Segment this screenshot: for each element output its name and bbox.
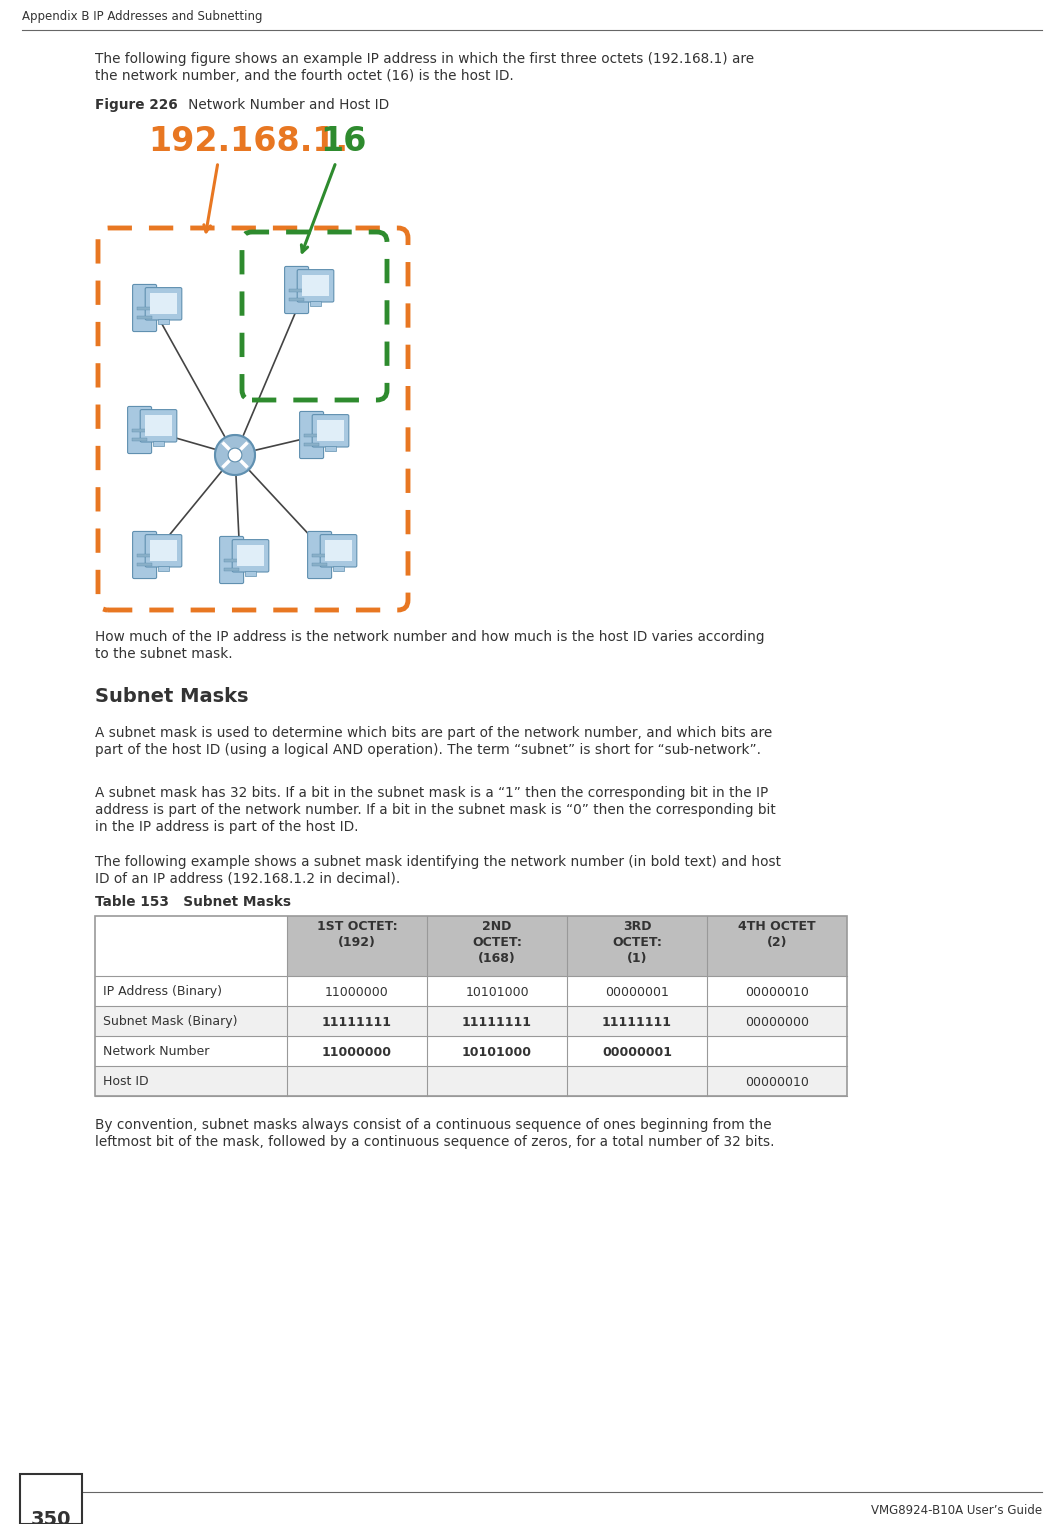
FancyBboxPatch shape [302, 276, 329, 296]
Text: Subnet Masks: Subnet Masks [95, 687, 249, 706]
FancyBboxPatch shape [312, 562, 327, 565]
FancyBboxPatch shape [304, 443, 319, 447]
FancyBboxPatch shape [225, 559, 239, 562]
Text: Network Number: Network Number [103, 1045, 210, 1058]
Text: VMG8924-B10A User’s Guide: VMG8924-B10A User’s Guide [870, 1504, 1042, 1516]
Text: Network Number and Host ID: Network Number and Host ID [174, 98, 389, 111]
Text: Subnet Mask (Binary): Subnet Mask (Binary) [103, 1015, 237, 1029]
FancyBboxPatch shape [95, 1065, 847, 1096]
Text: 4TH OCTET
(2): 4TH OCTET (2) [738, 920, 816, 949]
Text: the network number, and the fourth octet (16) is the host ID.: the network number, and the fourth octet… [95, 69, 514, 82]
FancyBboxPatch shape [312, 415, 349, 447]
Text: 00000001: 00000001 [605, 986, 669, 998]
FancyBboxPatch shape [95, 975, 847, 1006]
Text: 11111111: 11111111 [322, 1015, 392, 1029]
Text: IP Address (Binary): IP Address (Binary) [103, 985, 222, 998]
Text: 10101000: 10101000 [462, 1045, 532, 1059]
Text: Host ID: Host ID [103, 1074, 149, 1088]
Text: Figure 226: Figure 226 [95, 98, 178, 111]
Text: A subnet mask is used to determine which bits are part of the network number, an: A subnet mask is used to determine which… [95, 725, 772, 741]
FancyBboxPatch shape [312, 555, 327, 558]
FancyBboxPatch shape [140, 410, 177, 442]
Text: The following example shows a subnet mask identifying the network number (in bol: The following example shows a subnet mas… [95, 855, 781, 869]
Text: 16: 16 [320, 125, 366, 158]
Text: 3RD
OCTET:
(1): 3RD OCTET: (1) [612, 920, 662, 965]
Text: 00000010: 00000010 [745, 986, 809, 998]
FancyBboxPatch shape [225, 568, 239, 572]
FancyBboxPatch shape [145, 288, 182, 320]
FancyBboxPatch shape [20, 1474, 82, 1524]
Circle shape [228, 448, 242, 462]
Text: The following figure shows an example IP address in which the first three octets: The following figure shows an example IP… [95, 52, 754, 66]
FancyBboxPatch shape [159, 319, 169, 323]
FancyBboxPatch shape [237, 546, 264, 567]
FancyBboxPatch shape [304, 434, 319, 437]
FancyBboxPatch shape [287, 916, 847, 975]
FancyBboxPatch shape [307, 532, 332, 579]
FancyBboxPatch shape [133, 285, 156, 332]
FancyBboxPatch shape [300, 411, 323, 459]
Text: 00000010: 00000010 [745, 1076, 809, 1088]
FancyBboxPatch shape [95, 1006, 847, 1036]
FancyBboxPatch shape [320, 535, 356, 567]
Text: 11000000: 11000000 [322, 1045, 392, 1059]
FancyBboxPatch shape [132, 430, 147, 433]
FancyBboxPatch shape [153, 440, 164, 445]
Text: 11000000: 11000000 [326, 986, 388, 998]
FancyBboxPatch shape [289, 290, 304, 293]
Text: 2ND
OCTET:
(168): 2ND OCTET: (168) [472, 920, 522, 965]
FancyBboxPatch shape [325, 541, 352, 561]
Text: 10101000: 10101000 [465, 986, 529, 998]
Text: part of the host ID (using a logical AND operation). The term “subnet” is short : part of the host ID (using a logical AND… [95, 744, 761, 757]
FancyBboxPatch shape [297, 270, 334, 302]
Text: 192.168.1.: 192.168.1. [148, 125, 348, 158]
Circle shape [215, 434, 255, 475]
FancyBboxPatch shape [137, 555, 152, 558]
FancyBboxPatch shape [150, 293, 177, 314]
FancyBboxPatch shape [245, 570, 255, 576]
Text: How much of the IP address is the network number and how much is the host ID var: How much of the IP address is the networ… [95, 629, 765, 645]
FancyBboxPatch shape [159, 565, 169, 572]
Text: 350: 350 [31, 1510, 71, 1524]
Text: 1ST OCTET:
(192): 1ST OCTET: (192) [317, 920, 397, 949]
Text: 00000000: 00000000 [745, 1015, 809, 1029]
Text: 11111111: 11111111 [602, 1015, 672, 1029]
Text: 00000001: 00000001 [602, 1045, 672, 1059]
FancyBboxPatch shape [133, 532, 156, 579]
FancyBboxPatch shape [326, 445, 336, 451]
Text: Table 153   Subnet Masks: Table 153 Subnet Masks [95, 895, 290, 908]
FancyBboxPatch shape [145, 416, 172, 436]
FancyBboxPatch shape [145, 535, 182, 567]
FancyBboxPatch shape [311, 300, 320, 306]
FancyBboxPatch shape [132, 437, 147, 440]
Text: to the subnet mask.: to the subnet mask. [95, 648, 233, 661]
FancyBboxPatch shape [219, 536, 244, 584]
Text: ID of an IP address (192.168.1.2 in decimal).: ID of an IP address (192.168.1.2 in deci… [95, 872, 400, 885]
Text: address is part of the network number. If a bit in the subnet mask is “0” then t: address is part of the network number. I… [95, 803, 776, 817]
FancyBboxPatch shape [232, 539, 269, 572]
FancyBboxPatch shape [137, 315, 152, 319]
FancyBboxPatch shape [289, 297, 304, 302]
Text: 11111111: 11111111 [462, 1015, 532, 1029]
FancyBboxPatch shape [333, 565, 344, 572]
FancyBboxPatch shape [128, 407, 151, 454]
FancyBboxPatch shape [317, 421, 344, 442]
FancyBboxPatch shape [137, 562, 152, 565]
FancyBboxPatch shape [137, 306, 152, 311]
FancyBboxPatch shape [95, 1036, 847, 1065]
FancyBboxPatch shape [150, 541, 177, 561]
Text: in the IP address is part of the host ID.: in the IP address is part of the host ID… [95, 820, 359, 834]
Text: leftmost bit of the mask, followed by a continuous sequence of zeros, for a tota: leftmost bit of the mask, followed by a … [95, 1135, 775, 1149]
FancyBboxPatch shape [284, 267, 309, 314]
Text: A subnet mask has 32 bits. If a bit in the subnet mask is a “1” then the corresp: A subnet mask has 32 bits. If a bit in t… [95, 786, 768, 800]
Text: By convention, subnet masks always consist of a continuous sequence of ones begi: By convention, subnet masks always consi… [95, 1119, 771, 1132]
Text: Appendix B IP Addresses and Subnetting: Appendix B IP Addresses and Subnetting [22, 11, 263, 23]
